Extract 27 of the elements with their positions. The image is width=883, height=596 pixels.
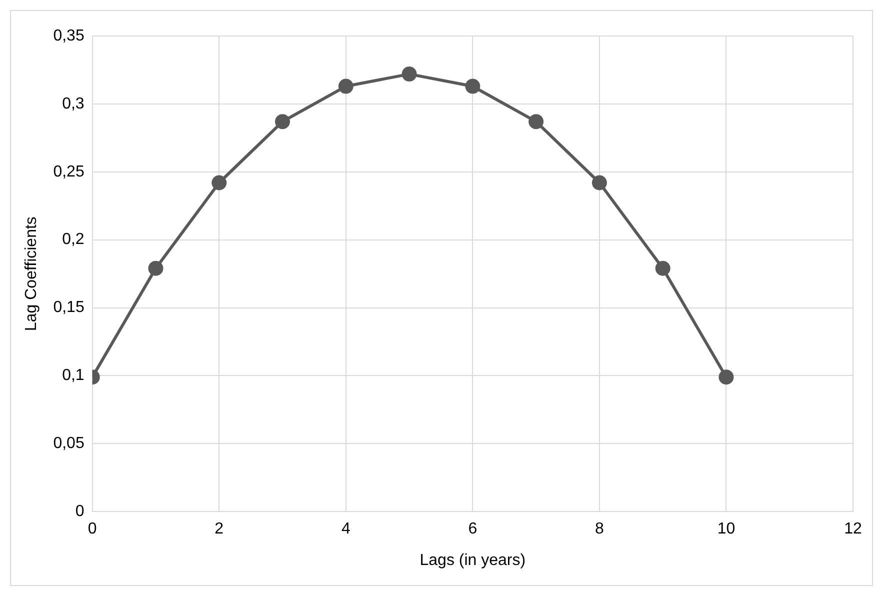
y-tick-label: 0 [75, 503, 84, 520]
y-tick-label: 0,15 [53, 299, 84, 316]
y-tick-label: 0,2 [62, 231, 84, 248]
x-tick-label: 6 [468, 520, 478, 538]
y-tick-label: 0,3 [62, 95, 84, 112]
point [718, 370, 734, 385]
y-tick-label: 0,1 [62, 367, 84, 384]
y-tick-label: 0,25 [53, 163, 84, 180]
point [528, 114, 544, 130]
point [148, 260, 164, 276]
point [212, 175, 227, 190]
point [402, 66, 417, 82]
y-tick-label: 0,35 [53, 27, 84, 44]
x-tick-label: 8 [594, 520, 604, 538]
point [275, 114, 290, 130]
x-tick-label: 12 [844, 520, 862, 538]
point [338, 78, 354, 94]
y-axis-title: Lag Coefficients [23, 216, 40, 332]
x-axis-title: Lags (in years) [420, 552, 526, 569]
point [465, 78, 480, 94]
x-tick-label: 10 [717, 520, 736, 538]
x-tick-label: 4 [341, 520, 350, 538]
point [655, 260, 670, 276]
point [592, 175, 607, 190]
y-tick-label: 0,05 [53, 435, 84, 452]
x-tick-label: 0 [88, 520, 97, 538]
x-tick-label: 2 [214, 520, 224, 538]
